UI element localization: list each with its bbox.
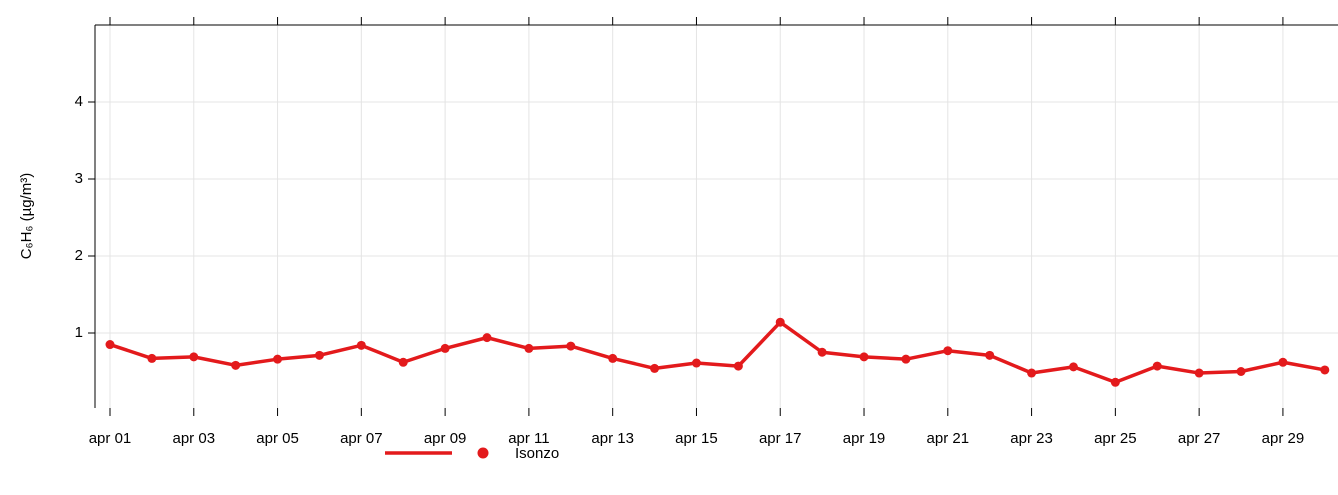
data-point [650,363,660,373]
x-tick-label: apr 03 [173,430,216,447]
data-point [314,350,324,360]
x-tick-label: apr 17 [759,430,802,447]
x-tick-label: apr 11 [508,430,549,447]
data-point [356,340,366,350]
data-point [775,317,785,327]
data-point [733,361,743,371]
x-tick-label: apr 27 [1178,430,1221,447]
x-tick-label: apr 05 [256,430,299,447]
x-tick-label: apr 01 [89,430,132,447]
data-point [1110,377,1120,387]
data-point [524,343,534,353]
legend-marker [477,447,489,459]
x-tick-label: apr 19 [843,430,886,447]
data-point [943,346,953,356]
data-point [1236,367,1246,376]
data-point [189,352,199,362]
data-point [398,357,408,367]
y-tick-label: 1 [75,324,83,341]
data-point [482,333,492,343]
data-point [1194,368,1204,378]
y-tick-label: 2 [75,247,83,264]
data-point [985,350,995,360]
data-point [147,353,157,363]
x-tick-label: apr 29 [1262,430,1305,447]
y-axis-label: C₆H₆ (µg/m³) [18,173,35,260]
data-point [1068,362,1078,372]
data-point [1027,368,1037,378]
x-tick-label: apr 25 [1094,430,1137,447]
x-tick-label: apr 23 [1010,430,1053,447]
data-point [608,353,618,363]
data-point [1278,357,1288,367]
data-point [691,358,701,368]
data-point [1320,365,1330,375]
data-point [817,347,827,357]
data-point [231,360,241,370]
x-tick-label: apr 07 [340,430,383,447]
x-tick-label: apr 13 [591,430,634,447]
x-tick-label: apr 09 [424,430,467,447]
legend-label: Isonzo [515,445,559,462]
y-tick-label: 3 [75,170,83,187]
data-point [105,340,115,350]
data-point [440,343,450,353]
x-tick-label: apr 21 [927,430,970,447]
data-point [901,354,911,364]
data-point [566,341,576,351]
data-point [859,352,869,362]
x-tick-label: apr 15 [675,430,718,447]
data-line [109,320,1326,385]
y-tick-label: 4 [75,93,83,110]
data-point [273,354,283,364]
data-point [1152,361,1162,371]
